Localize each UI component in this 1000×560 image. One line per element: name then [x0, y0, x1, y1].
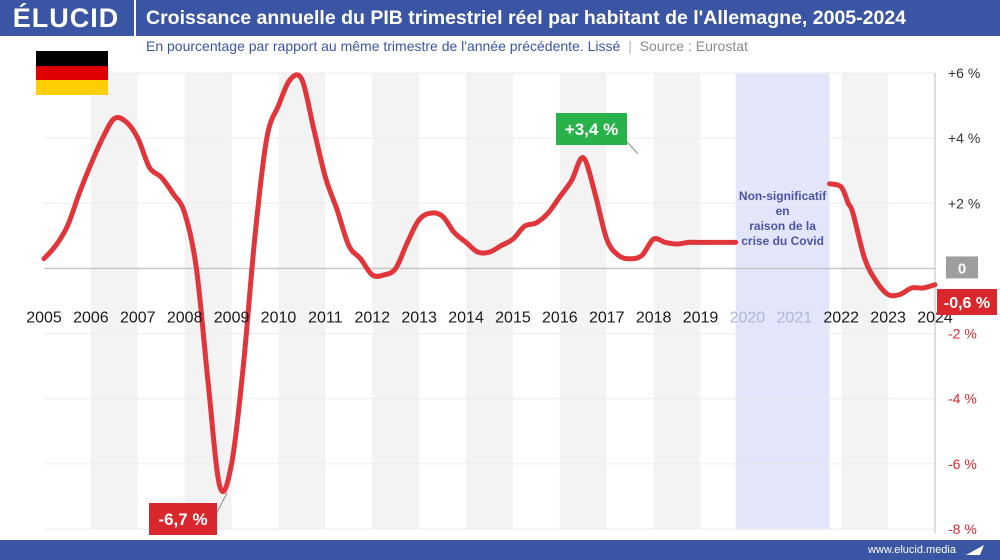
y-tick-label: -4 %: [948, 391, 977, 407]
x-tick-label: 2011: [308, 309, 343, 326]
x-tick-label: 2021: [777, 309, 813, 326]
logo-divider: [134, 0, 136, 36]
year-band-2006: [90, 73, 138, 529]
year-band-2012: [372, 73, 420, 529]
x-tick-label: 2009: [214, 309, 250, 326]
x-axis-ticks: 2005 2006 2007 2008 2009 2010 2011 2012 2013 2014…: [26, 309, 953, 326]
flag-stripe-gold: [36, 80, 108, 95]
zero-badge-label: 0: [958, 260, 966, 277]
x-tick-label: 2014: [448, 309, 484, 326]
paper-plane-icon: [966, 545, 984, 555]
subtitle-source: Source : Eurostat: [639, 38, 748, 54]
x-tick-label: 2013: [401, 309, 437, 326]
footer-bar: www.elucid.media: [0, 540, 1000, 560]
annotation-leader: [214, 492, 228, 517]
annotation-trough-label: -6,7 %: [158, 510, 207, 529]
year-band-2018: [653, 73, 701, 529]
x-tick-label: 2006: [73, 309, 109, 326]
year-band-2014: [466, 73, 513, 529]
annotations: +3,4 % -6,7 % 0 -0,6 %: [149, 113, 997, 535]
covid-band: [735, 73, 830, 529]
elucid-logo[interactable]: ÉLUCID: [12, 3, 120, 33]
y-axis-ticks: +6 % +4 % +2 % -2 % -4 % -6 % -8 %: [948, 65, 980, 537]
annotation-peak-label: +3,4 %: [565, 120, 618, 139]
x-tick-label: 2023: [870, 309, 906, 326]
series-line-2005-2019: [41, 72, 739, 495]
annotation-badge-trough: [149, 503, 217, 535]
x-tick-label: 2016: [542, 309, 578, 326]
x-tick-label: 2015: [495, 309, 531, 326]
flag-stripe-red: [36, 65, 108, 81]
y-tick-label: -2 %: [948, 326, 977, 342]
year-band-2016: [559, 73, 607, 529]
x-tick-label: 2017: [589, 309, 625, 326]
header-bar: ÉLUCID Croissance annuelle du PIB trimes…: [0, 0, 1000, 36]
year-band-2008: [184, 73, 232, 529]
covid-label: Non-significatif en raison de la crise du C…: [739, 189, 827, 248]
y-tick-label: +6 %: [948, 65, 980, 81]
germany-flag-icon: [36, 51, 108, 95]
x-tick-label: 2019: [683, 309, 719, 326]
footer-url[interactable]: www.elucid.media: [867, 544, 956, 556]
annotation-badge-peak: [556, 113, 627, 145]
chart-subtitle: En pourcentage par rapport au même trime…: [146, 38, 748, 54]
covid-label-text: Non-significatif en raison de la crise du C…: [739, 189, 827, 248]
x-tick-label: 2005: [26, 309, 62, 326]
x-tick-label: 2010: [261, 309, 297, 326]
chart-title: Croissance annuelle du PIB trimestriel r…: [146, 7, 907, 29]
series-line-2021-2024: [827, 181, 938, 299]
y-tick-label: -8 %: [948, 521, 977, 537]
y-tick-label: +2 %: [948, 195, 980, 211]
x-tick-label: 2020: [730, 309, 766, 326]
annotation-latest-label: -0,6 %: [944, 295, 990, 312]
y-tick-label: +4 %: [948, 130, 980, 146]
series-lines: [41, 72, 938, 495]
y-tick-label: -6 %: [948, 456, 977, 472]
zero-badge: [946, 256, 978, 279]
x-tick-label: 2018: [636, 309, 672, 326]
gridlines: [44, 72, 936, 533]
flag-stripe-black: [36, 51, 108, 66]
x-tick-label: 2012: [354, 309, 390, 326]
year-band-2022: [841, 73, 889, 529]
x-tick-label: 2008: [167, 309, 203, 326]
subtitle-separator: |: [628, 38, 632, 54]
x-tick-label: 2007: [120, 309, 156, 326]
x-tick-label: 2022: [823, 309, 859, 326]
annotation-badge-latest: [937, 288, 997, 315]
subtitle-main: En pourcentage par rapport au même trime…: [146, 38, 621, 54]
